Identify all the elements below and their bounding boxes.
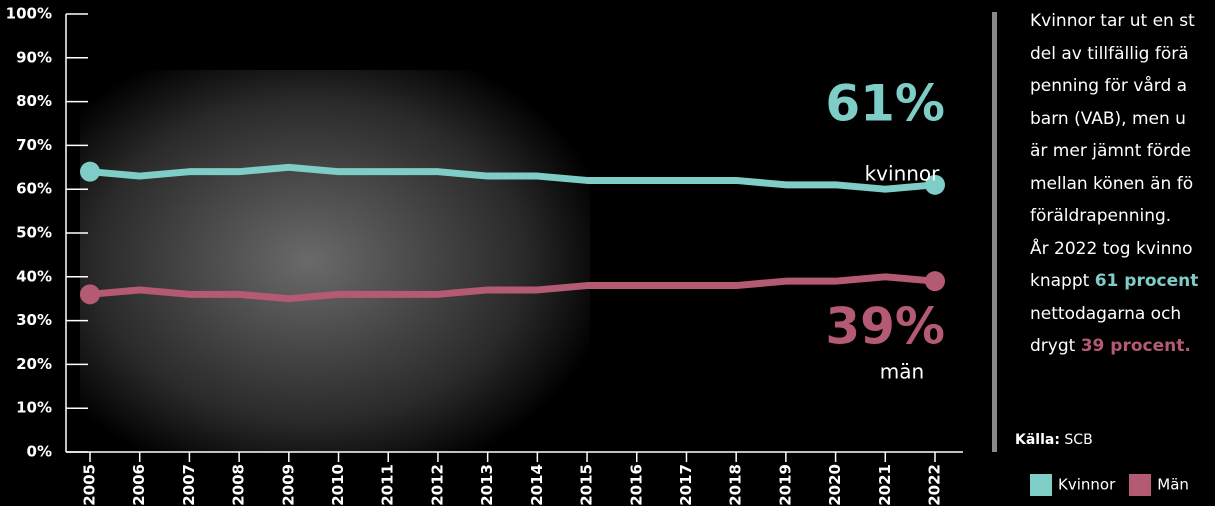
y-tick-label: 0% <box>27 443 52 461</box>
chart: 0% 10% 20% 30% 40% 50% 60% 70% 80% 90% 100% 2005 200… <box>6 5 963 506</box>
x-tick-label: 2011 <box>379 464 397 506</box>
end-point <box>925 271 945 292</box>
legend: Kvinnor Män <box>1030 474 1189 496</box>
annotation-label: män <box>880 360 924 384</box>
text-segment: År 2022 tog kvinno <box>1030 238 1193 259</box>
x-tick-label: 2020 <box>826 464 844 506</box>
text-segment: är mer jämnt förde <box>1030 141 1192 161</box>
annotation-value: 39% <box>825 298 945 356</box>
series-line <box>89 163 936 193</box>
sidebar-line: År 2022 tog kvinno <box>1030 233 1215 266</box>
y-tick-label: 50% <box>16 224 52 242</box>
text-segment: föräldrapenning. <box>1030 206 1172 226</box>
sidebar-line: nettodagarna och <box>1030 298 1215 331</box>
legend-swatch <box>1129 474 1152 496</box>
y-tick-label: 70% <box>16 136 52 154</box>
y-tick-label: 90% <box>16 48 52 66</box>
sidebar-line: barn (VAB), men u <box>1030 103 1215 136</box>
text-segment: 61 procent <box>1094 271 1199 291</box>
x-tick-label: 2017 <box>677 464 695 506</box>
text-segment: Kvinnor tar ut en st <box>1030 11 1195 31</box>
y-tick-label: 100% <box>6 5 52 23</box>
end-point <box>925 174 945 195</box>
sidebar-line: Kvinnor tar ut en st <box>1030 5 1215 38</box>
sidebar-line: del av tillfällig förä <box>1030 38 1215 71</box>
annotation-label: kvinnor <box>865 162 941 186</box>
x-tick-label: 2021 <box>876 464 894 506</box>
legend-item: Män <box>1129 474 1189 496</box>
x-tick-label: 2013 <box>478 464 496 506</box>
text-segment: 39 procent. <box>1080 336 1191 356</box>
divider <box>992 12 997 452</box>
series-line <box>89 273 936 303</box>
end-point <box>80 161 100 182</box>
source-label: Källa: <box>1015 432 1060 448</box>
y-tick-label: 80% <box>16 92 52 110</box>
legend-swatch <box>1030 474 1052 496</box>
x-tick-label: 2009 <box>279 464 297 506</box>
x-tick-label: 2014 <box>528 464 546 506</box>
x-tick-label: 2012 <box>428 464 446 506</box>
x-tick-label: 2007 <box>180 464 198 506</box>
x-tick-label: 2022 <box>926 464 944 506</box>
photo-background <box>80 70 590 452</box>
text-segment: mellan könen än fö <box>1030 173 1194 194</box>
legend-label: Kvinnor <box>1058 475 1116 494</box>
x-tick-label: 2016 <box>627 464 645 506</box>
x-tick-label: 2006 <box>130 464 148 506</box>
end-point <box>80 284 100 305</box>
x-tick-label: 2019 <box>776 464 794 506</box>
text-segment: barn (VAB), men u <box>1030 108 1186 129</box>
text-segment: del av tillfällig förä <box>1030 43 1189 64</box>
text-segment: penning för vård a <box>1030 76 1188 96</box>
y-tick-label: 20% <box>16 355 52 373</box>
annotation-value: 61% <box>825 75 945 133</box>
y-tick-label: 40% <box>16 267 52 285</box>
sidebar-line: föräldrapenning. <box>1030 200 1215 233</box>
x-tick-label: 2015 <box>578 464 596 506</box>
text-segment: drygt <box>1030 336 1081 356</box>
sidebar-line: knappt 61 procent <box>1030 265 1215 298</box>
x-tick-label: 2010 <box>329 464 347 506</box>
x-tick-label: 2018 <box>727 464 745 506</box>
source-value: SCB <box>1064 432 1093 448</box>
x-tick-label: 2008 <box>230 464 248 506</box>
legend-label: Män <box>1157 475 1189 494</box>
text-segment: nettodagarna och <box>1030 303 1182 324</box>
x-tick-label: 2005 <box>81 464 99 506</box>
sidebar-line: penning för vård a <box>1030 70 1215 103</box>
legend-item: Kvinnor <box>1030 474 1115 496</box>
sidebar-line: drygt 39 procent. <box>1030 330 1215 363</box>
sidebar-text: Kvinnor tar ut en st del av tillfällig fö… <box>1030 5 1215 363</box>
source: Källa: SCB <box>1015 432 1093 448</box>
sidebar-line: är mer jämnt förde <box>1030 135 1215 168</box>
text-segment: knappt <box>1030 271 1095 291</box>
y-tick-label: 10% <box>16 399 52 417</box>
y-tick-label: 30% <box>16 311 52 329</box>
sidebar-line: mellan könen än fö <box>1030 168 1215 201</box>
y-tick-label: 60% <box>16 180 52 198</box>
